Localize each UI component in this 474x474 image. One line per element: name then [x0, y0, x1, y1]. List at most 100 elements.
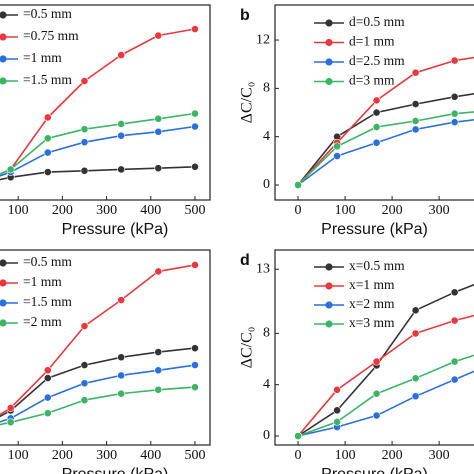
- data-point: [117, 51, 126, 59]
- x-tick-label: 100: [8, 448, 29, 463]
- data-point: [450, 288, 459, 297]
- data-point: [372, 96, 381, 105]
- x-tick-label: 500: [184, 448, 205, 463]
- legend-marker: [0, 11, 7, 19]
- series-line: [297, 56, 474, 186]
- data-point: [154, 127, 163, 136]
- data-point: [43, 393, 52, 402]
- data-point: [191, 261, 199, 269]
- data-point: [294, 432, 302, 440]
- x-tick-label: 300: [96, 203, 117, 218]
- y-tick-label: 12: [256, 32, 270, 47]
- x-axis-label: Pressure (kPa): [62, 466, 169, 474]
- data-point: [6, 418, 15, 427]
- data-point: [43, 366, 52, 375]
- data-point: [154, 31, 163, 40]
- legend-marker: [325, 38, 333, 47]
- legend-marker: [0, 279, 7, 287]
- data-point: [117, 389, 126, 398]
- data-point: [117, 353, 126, 362]
- data-point: [411, 329, 420, 338]
- data-point: [154, 267, 163, 276]
- data-point: [117, 131, 126, 140]
- data-point: [411, 100, 420, 108]
- data-point: [80, 396, 89, 405]
- legend-label: x=3 mm: [349, 315, 395, 330]
- data-point: [154, 114, 163, 123]
- legend-label: =0.75 mm: [23, 28, 79, 43]
- x-tick-label: 100: [8, 203, 29, 218]
- x-tick-label: 200: [382, 203, 403, 218]
- data-point: [372, 411, 381, 420]
- y-tick-label: 4: [263, 377, 270, 392]
- legend-label: =1 mm: [23, 274, 62, 289]
- data-point: [80, 77, 89, 85]
- series-line: [0, 264, 196, 416]
- y-axis-label: ΔC/C₀: [239, 327, 256, 369]
- data-point: [411, 68, 420, 77]
- y-tick-label: 8: [263, 326, 270, 341]
- legend-marker: [325, 301, 333, 309]
- legend-marker: [0, 77, 7, 85]
- data-point: [333, 406, 341, 415]
- y-axis-label: ΔC/C₀: [239, 82, 256, 124]
- data-point: [191, 162, 199, 171]
- series-line: [297, 283, 474, 437]
- data-point: [80, 361, 89, 369]
- data-point: [372, 389, 381, 398]
- data-point: [191, 109, 199, 118]
- series-line: [297, 354, 474, 437]
- data-point: [411, 117, 420, 125]
- data-point: [154, 164, 163, 173]
- data-point: [450, 56, 459, 65]
- panel-label: b: [240, 7, 250, 24]
- legend-label: =0.5 mm: [23, 254, 72, 269]
- data-point: [450, 316, 459, 325]
- x-tick-label: 200: [52, 203, 73, 218]
- plot-frame: [0, 249, 211, 446]
- x-tick-label: 200: [382, 448, 403, 463]
- panel-label: d: [240, 252, 250, 269]
- data-point: [117, 296, 126, 304]
- legend-label: =2 mm: [23, 314, 62, 329]
- x-tick-label: 300: [429, 203, 450, 218]
- legend-marker: [325, 263, 333, 271]
- series-line: [297, 370, 474, 437]
- x-tick-label: 0: [295, 448, 302, 463]
- data-point: [372, 138, 381, 147]
- legend-marker: [325, 77, 333, 86]
- y-tick-label: 13: [256, 261, 270, 276]
- legend-marker: [0, 259, 7, 267]
- plot-frame: [0, 4, 211, 201]
- panel: 010020030040004813Pressure (kPa)ΔC/C₀dx=…: [239, 249, 474, 474]
- x-axis-label: Pressure (kPa): [321, 466, 428, 474]
- x-tick-label: 100: [335, 448, 356, 463]
- legend-label: =1 mm: [23, 50, 62, 65]
- data-point: [450, 92, 459, 101]
- panel: 100 200 300 400 500 Pressure (kPa) =0.5 mm =1 m…: [0, 249, 211, 474]
- data-point: [43, 374, 52, 382]
- data-point: [191, 383, 199, 392]
- y-tick-label: 0: [263, 177, 270, 192]
- data-point: [333, 152, 341, 160]
- data-point: [6, 404, 15, 412]
- data-point: [450, 109, 459, 118]
- data-point: [43, 134, 52, 143]
- data-point: [411, 306, 420, 315]
- series-line: [297, 119, 474, 186]
- legend-marker: [0, 55, 7, 63]
- series-line: [297, 93, 474, 186]
- data-point: [372, 357, 381, 366]
- data-point: [411, 125, 420, 134]
- data-point: [191, 122, 199, 131]
- data-point: [43, 148, 52, 157]
- series-line: [0, 125, 196, 177]
- x-tick-label: 300: [96, 448, 117, 463]
- data-point: [43, 409, 52, 418]
- legend-label: d=0.5 mm: [349, 14, 405, 29]
- data-point: [80, 379, 89, 388]
- legend-label: x=1 mm: [349, 277, 395, 292]
- x-axis-label: Pressure (kPa): [62, 221, 169, 238]
- data-point: [117, 371, 126, 380]
- data-point: [333, 418, 341, 426]
